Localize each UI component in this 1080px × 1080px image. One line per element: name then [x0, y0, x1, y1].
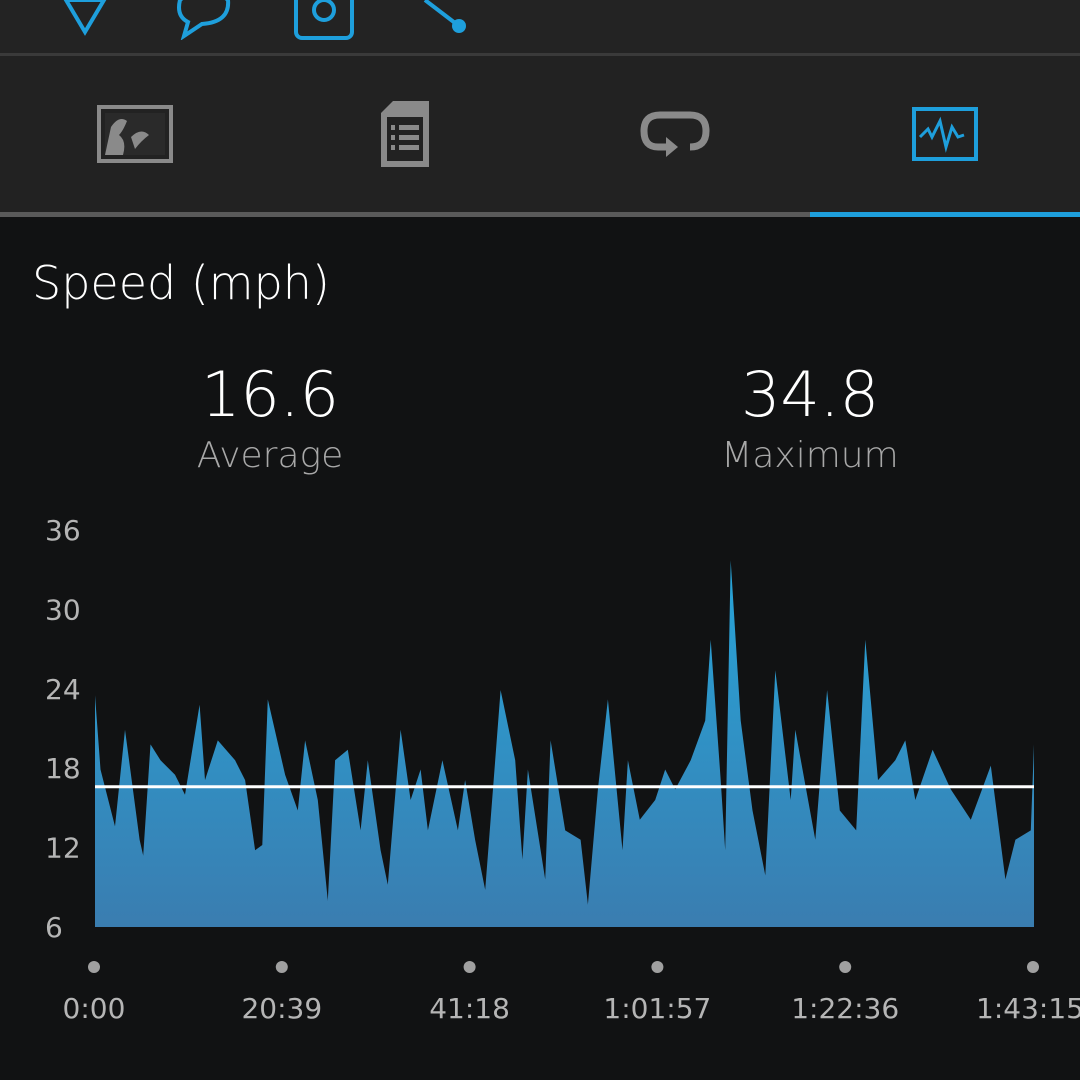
- y-tick-label: 12: [45, 832, 81, 865]
- like-icon[interactable]: [62, 0, 108, 36]
- x-tick-label: 20:39: [241, 992, 322, 1025]
- tab-indicator-active: [810, 212, 1080, 217]
- x-tick-marker: [651, 961, 664, 973]
- maximum-value: 34.8: [740, 358, 880, 431]
- speed-chart[interactable]: 36 30 24 18 12 6 0:00 20:39 41:18 1:01:57 1:22:36…: [0, 500, 1080, 1040]
- y-tick-label: 30: [45, 593, 81, 626]
- y-tick-label: 6: [45, 911, 63, 944]
- y-tick-label: 24: [45, 673, 81, 706]
- x-tick-marker: [463, 961, 476, 973]
- map-icon: [97, 105, 173, 163]
- tab-laps[interactable]: [540, 56, 810, 212]
- tab-map[interactable]: [0, 56, 270, 212]
- laps-icon: [640, 111, 710, 157]
- charts-icon: [912, 107, 978, 161]
- tab-charts[interactable]: [810, 56, 1080, 212]
- x-tick-marker: [1027, 961, 1039, 973]
- x-tick-label: 1:01:57: [603, 992, 711, 1025]
- speed-area: [95, 560, 1034, 927]
- activity-action-bar: [0, 0, 1080, 56]
- maximum-stat: 34.8 Maximum: [610, 358, 1010, 476]
- activity-tab-bar: [0, 56, 1080, 212]
- x-tick-label: 0:00: [63, 992, 126, 1025]
- page-title: Speed (mph): [32, 256, 330, 310]
- camera-icon[interactable]: [292, 0, 356, 42]
- y-tick-label: 18: [45, 752, 81, 785]
- y-tick-label: 36: [45, 514, 81, 547]
- share-icon[interactable]: [415, 0, 475, 40]
- x-tick-label: 41:18: [429, 992, 510, 1025]
- maximum-label: Maximum: [721, 435, 899, 476]
- comment-icon[interactable]: [172, 0, 236, 40]
- x-tick-label: 1:43:15: [976, 992, 1080, 1025]
- average-value: 16.6: [200, 358, 340, 431]
- details-icon: [381, 101, 429, 167]
- average-label: Average: [196, 435, 344, 476]
- x-tick-marker: [839, 961, 852, 973]
- x-tick-label: 1:22:36: [791, 992, 899, 1025]
- tab-details[interactable]: [270, 56, 540, 212]
- x-tick-marker: [275, 961, 288, 973]
- average-stat: 16.6 Average: [70, 358, 470, 476]
- x-tick-marker: [88, 961, 100, 973]
- tab-indicator-track: [0, 212, 1080, 217]
